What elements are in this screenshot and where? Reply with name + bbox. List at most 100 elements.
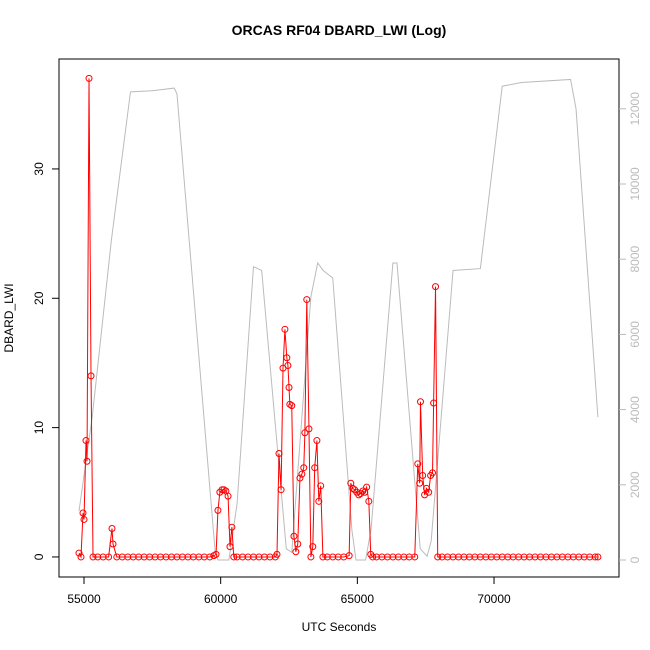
data-point — [471, 553, 479, 561]
data-point — [113, 553, 121, 561]
data-point — [284, 362, 292, 370]
data-point — [294, 540, 302, 548]
data-point — [233, 553, 241, 561]
data-point — [414, 460, 422, 468]
data-point — [432, 283, 440, 291]
data-point — [212, 550, 220, 558]
data-point — [389, 553, 397, 561]
data-point — [400, 553, 408, 561]
x-tick-label: 70000 — [477, 592, 511, 606]
data-point — [303, 296, 311, 304]
data-point — [75, 549, 83, 557]
data-point — [85, 74, 93, 82]
y2-tick-label: 4000 — [628, 396, 642, 423]
data-point — [369, 553, 377, 561]
data-point — [313, 437, 321, 445]
y-tick-label: 30 — [32, 162, 46, 176]
data-point — [482, 553, 490, 561]
y2-tick-label: 10000 — [628, 167, 642, 201]
y-axis-label: DBARD_LWI — [2, 283, 16, 352]
data-point — [416, 398, 424, 406]
data-point — [334, 553, 342, 561]
data-point — [575, 553, 583, 561]
data-point — [509, 553, 517, 561]
data-point — [228, 523, 236, 531]
data-point — [531, 553, 539, 561]
data-point — [244, 553, 252, 561]
data-point — [151, 553, 159, 561]
data-point — [99, 553, 107, 561]
data-point — [553, 553, 561, 561]
data-point — [290, 532, 298, 540]
x-tick-label: 60000 — [204, 592, 238, 606]
y2-tick-label: 0 — [628, 556, 642, 563]
data-point — [465, 553, 473, 561]
data-point — [547, 553, 555, 561]
data-point — [311, 464, 319, 472]
data-point — [460, 553, 468, 561]
data-point — [298, 470, 306, 478]
data-point — [195, 553, 203, 561]
data-point — [594, 553, 602, 561]
x-tick-label: 55000 — [67, 592, 101, 606]
data-point — [129, 553, 137, 561]
data-point — [363, 483, 371, 491]
data-point — [173, 553, 181, 561]
y-tick-label: 20 — [32, 291, 46, 305]
data-point — [157, 553, 165, 561]
data-point — [89, 553, 97, 561]
data-point — [569, 553, 577, 561]
data-point — [438, 553, 446, 561]
data-point — [255, 553, 263, 561]
data-point — [434, 553, 442, 561]
data-point — [323, 553, 331, 561]
data-point — [94, 553, 102, 561]
data-point — [214, 506, 222, 514]
y-tick-label: 0 — [32, 553, 46, 560]
data-point — [273, 550, 281, 558]
data-point — [405, 553, 413, 561]
data-point — [200, 553, 208, 561]
data-point — [449, 553, 457, 561]
plot-frame — [58, 58, 620, 578]
series-line — [78, 78, 598, 559]
data-point — [591, 553, 599, 561]
data-point — [526, 553, 534, 561]
data-point — [275, 449, 283, 457]
y2-tick-label: 2000 — [628, 471, 642, 498]
data-point — [292, 548, 300, 556]
data-point — [317, 482, 325, 490]
data-point — [315, 497, 323, 505]
data-point — [329, 553, 337, 561]
data-point — [301, 429, 309, 437]
data-point — [378, 553, 386, 561]
y2-tick-label: 8000 — [628, 246, 642, 273]
data-point — [349, 484, 357, 492]
y-tick-label: 10 — [32, 421, 46, 435]
data-point — [383, 553, 391, 561]
data-point — [288, 402, 296, 410]
data-point — [504, 553, 512, 561]
chart-title: ORCAS RF04 DBARD_LWI (Log) — [232, 22, 447, 38]
data-point — [285, 384, 293, 392]
data-point — [454, 553, 462, 561]
data-point — [189, 553, 197, 561]
data-point — [80, 515, 88, 523]
data-point — [430, 399, 438, 407]
data-point — [307, 553, 315, 561]
data-point — [226, 543, 234, 551]
data-point — [224, 492, 232, 500]
y2-tick-label: 12000 — [628, 92, 642, 126]
data-point — [178, 553, 186, 561]
data-point — [218, 486, 226, 494]
data-point — [266, 553, 274, 561]
data-point — [444, 553, 452, 561]
data-point — [580, 553, 588, 561]
data-point — [423, 484, 431, 492]
x-tick-label: 65000 — [341, 592, 375, 606]
data-point — [206, 553, 214, 561]
data-point — [184, 553, 192, 561]
data-point — [82, 437, 90, 445]
data-point — [476, 553, 484, 561]
